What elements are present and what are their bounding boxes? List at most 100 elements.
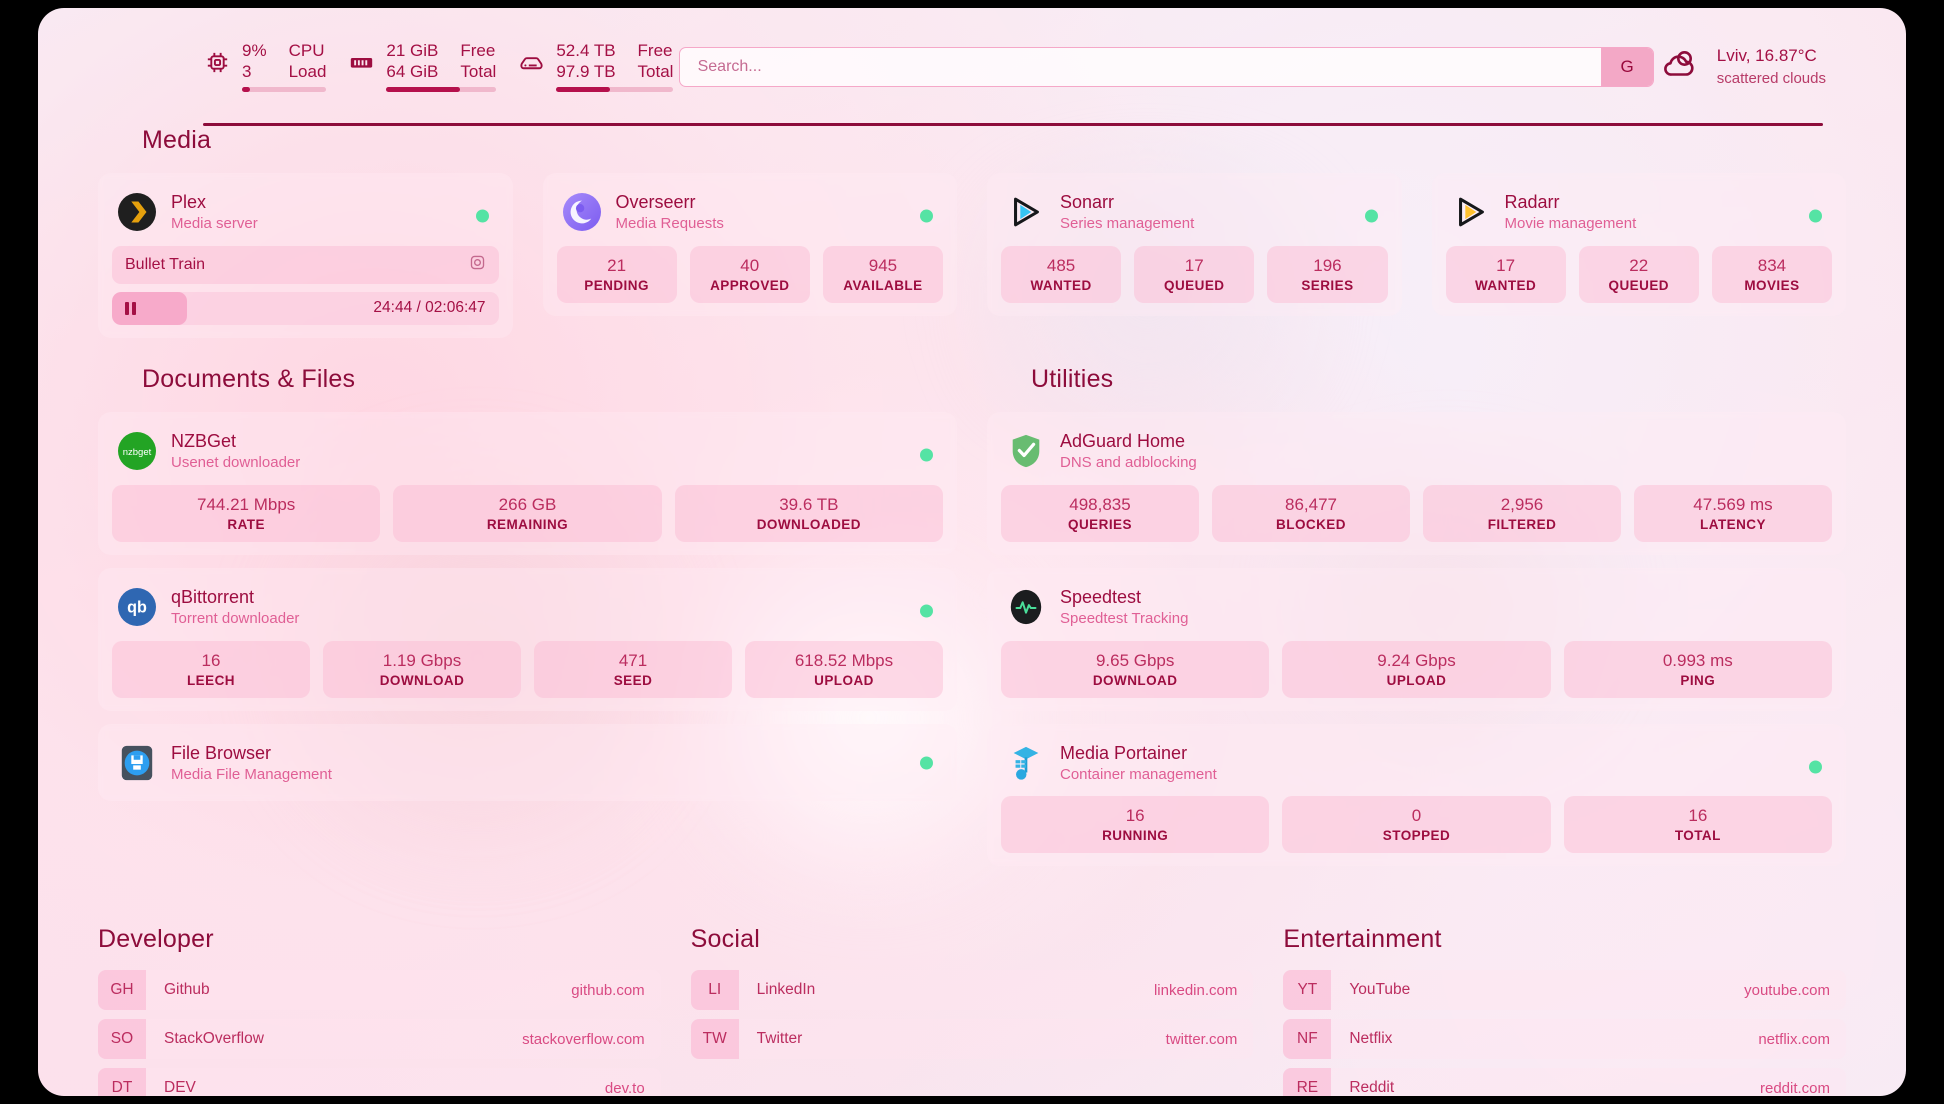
app-card-plex[interactable]: Plex Media server Bullet Train (98, 173, 513, 338)
stat-upload-label: UPLOAD (814, 672, 874, 688)
bookmark-item-dev[interactable]: DT DEV dev.to (98, 1068, 661, 1096)
dev-name: DEV (164, 1079, 196, 1096)
bookmark-item-reddit[interactable]: RE Reddit reddit.com (1283, 1068, 1847, 1096)
app-card-qbittorrent[interactable]: qb qBittorrent Torrent downloader 16 LEE… (98, 567, 957, 711)
overseerr-subtitle: Media Requests (615, 215, 724, 233)
memory-usage-bar (386, 86, 497, 92)
header-divider (203, 123, 1823, 126)
stackoverflow-badge-icon: SO (98, 1019, 146, 1060)
stat-remaining: 266 GB REMAINING (393, 484, 662, 542)
disk-value-top: 52.4 TB (556, 40, 616, 60)
speedtest-subtitle: Speedtest Tracking (1060, 610, 1189, 628)
stat-series-label: SERIES (1301, 277, 1354, 293)
memory-label-top: Free (460, 40, 496, 60)
disk-label-top: Free (637, 40, 673, 60)
stackoverflow-name: StackOverflow (164, 1030, 264, 1048)
bookmark-item-netflix[interactable]: NF Netflix netflix.com (1283, 1019, 1847, 1060)
adguard-header: AdGuard Home DNS and adblocking (1001, 426, 1832, 485)
search-area: G (673, 47, 1658, 87)
weather-widget[interactable]: Lviv, 16.87°C scattered clouds (1659, 44, 1826, 90)
portainer-logo-icon (1007, 744, 1045, 782)
plex-status-indicator (475, 209, 489, 223)
bookmark-item-stackoverflow[interactable]: SO StackOverflow stackoverflow.com (98, 1019, 661, 1060)
stat-remaining-value: 266 GB (498, 494, 557, 514)
cpu-label-bottom: Load (288, 61, 327, 81)
app-card-plex-col: Plex Media server Bullet Train (98, 173, 513, 351)
stat-available: 945 AVAILABLE (822, 245, 944, 303)
stat-total-value: 16 (1688, 806, 1708, 826)
stat-total: 16 TOTAL (1563, 796, 1832, 854)
file-browser-header: File Browser Media File Management (112, 738, 943, 789)
weather-text: Lviv, 16.87°C scattered clouds (1717, 44, 1826, 90)
file-browser-subtitle: Media File Management (171, 765, 332, 783)
app-card-overseerr[interactable]: Overseerr Media Requests 21 PENDING 40 A… (542, 173, 957, 316)
weather-location-temp: Lviv, 16.87°C (1716, 45, 1817, 65)
stat-download-label: DOWNLOAD (379, 672, 465, 688)
adguard-name: AdGuard Home (1060, 430, 1186, 451)
search-engine-button[interactable]: G (1600, 48, 1653, 86)
bookmark-item-twitter[interactable]: TW Twitter twitter.com (690, 1019, 1254, 1060)
lower-sections-row: Documents & Files nzbget NZBGet Usenet d (98, 365, 1846, 879)
reddit-badge-icon: RE (1283, 1068, 1332, 1096)
app-card-nzbget[interactable]: nzbget NZBGet Usenet downloader 744.21 M… (98, 411, 957, 555)
stat-queued-value: 17 (1184, 255, 1204, 275)
cloud-icon (1659, 47, 1701, 86)
netflix-url: netflix.com (1758, 1030, 1831, 1048)
svg-text:qb: qb (127, 599, 147, 617)
search-bar[interactable]: G (678, 47, 1654, 87)
stat-pending: 21 PENDING (556, 245, 677, 303)
stat-download-value: 1.19 Gbps (382, 650, 462, 670)
stat-blocked-value: 86,477 (1285, 494, 1337, 514)
sonarr-status-indicator (1364, 209, 1378, 223)
stat-rate: 744.21 Mbps RATE (112, 484, 381, 542)
app-card-media-portainer[interactable]: Media Portainer Container management 16 … (987, 723, 1846, 867)
radarr-logo-icon (1452, 193, 1490, 231)
sonarr-logo-icon (1007, 193, 1045, 231)
dashboard-content: Media Plex Media server (38, 126, 1906, 1096)
stat-pending-value: 21 (607, 255, 627, 275)
stat-approved-value: 40 (740, 255, 760, 275)
stat-queries: 498,835 QUERIES (1001, 484, 1199, 542)
stat-queued: 17 QUEUED (1134, 245, 1255, 303)
bookmark-item-github[interactable]: GH Github github.com (98, 970, 661, 1011)
plex-now-playing-title: Bullet Train (125, 255, 206, 273)
plex-subtitle: Media server (171, 215, 258, 233)
stat-latency-label: LATENCY (1700, 516, 1766, 532)
qbittorrent-header: qb qBittorrent Torrent downloader (112, 582, 943, 641)
stat-rate-label: RATE (227, 516, 265, 532)
stat-memory: 21 GiB Free 64 GiB Total (348, 40, 497, 94)
sonarr-name: Sonarr (1060, 192, 1115, 212)
stat-wanted-value: 17 (1496, 255, 1516, 275)
nzbget-status-indicator (920, 448, 933, 462)
pause-icon[interactable] (125, 301, 136, 315)
app-card-file-browser[interactable]: File Browser Media File Management (98, 723, 957, 802)
file-browser-logo-icon (118, 744, 156, 782)
search-input[interactable] (679, 48, 1601, 86)
adguard-logo-icon (1007, 432, 1045, 470)
github-badge-icon: GH (98, 970, 146, 1011)
app-card-speedtest[interactable]: Speedtest Speedtest Tracking 9.65 Gbps D… (987, 567, 1846, 711)
speedtest-stats: 9.65 Gbps DOWNLOAD 9.24 Gbps UPLOAD 0.99… (1001, 640, 1832, 698)
stat-blocked: 86,477 BLOCKED (1212, 484, 1410, 542)
stat-movies: 834 MOVIES (1711, 245, 1833, 303)
media-portainer-text: Media Portainer Container management (1060, 742, 1217, 785)
qbittorrent-logo-icon: qb (118, 588, 156, 627)
app-card-adguard[interactable]: AdGuard Home DNS and adblocking 498,835 … (987, 411, 1846, 555)
cpu-label-top: CPU (288, 40, 325, 60)
stat-memory-body: 21 GiB Free 64 GiB Total (386, 40, 497, 94)
stat-movies-label: MOVIES (1744, 277, 1800, 293)
app-card-radarr[interactable]: Radarr Movie management 17 WANTED 22 QUE… (1431, 173, 1846, 316)
plex-progress-bar[interactable]: 24:44 / 02:06:47 (112, 291, 499, 325)
stat-stopped-value: 0 (1411, 806, 1422, 826)
stat-latency-value: 47.569 ms (1693, 494, 1773, 514)
youtube-url: youtube.com (1744, 981, 1831, 999)
stat-wanted-label: WANTED (1474, 277, 1537, 293)
bookmark-item-linkedin[interactable]: LI LinkedIn linkedin.com (690, 970, 1254, 1011)
qbittorrent-stats: 16 LEECH 1.19 Gbps DOWNLOAD 471 SEED 6 (112, 640, 943, 698)
adguard-text: AdGuard Home DNS and adblocking (1060, 430, 1197, 473)
qbittorrent-name: qBittorrent (171, 586, 255, 607)
bookmark-item-youtube[interactable]: YT YouTube youtube.com (1283, 970, 1847, 1011)
adguard-stats: 498,835 QUERIES 86,477 BLOCKED 2,956 FIL… (1001, 484, 1832, 542)
app-card-sonarr[interactable]: Sonarr Series management 485 WANTED 17 Q… (987, 173, 1402, 316)
stat-leech-value: 16 (201, 650, 221, 670)
